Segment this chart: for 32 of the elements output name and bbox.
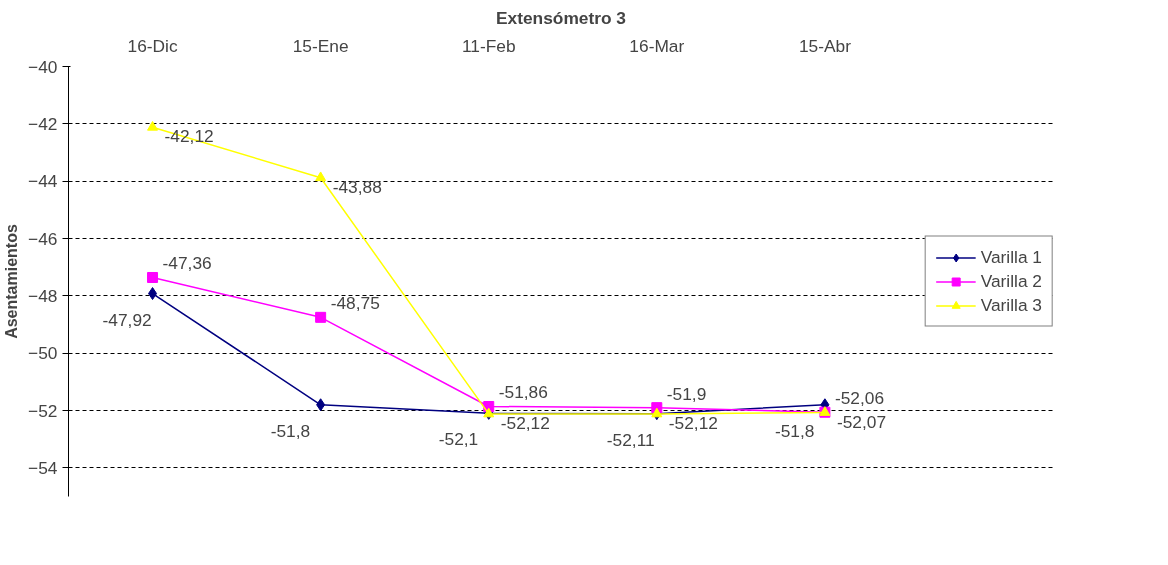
legend-label: Varilla 3 (980, 294, 1042, 316)
data-label: -51,8 (774, 420, 815, 441)
data-label: -52,11 (606, 429, 655, 450)
data-label: -52,12 (668, 412, 718, 433)
y-tick-label: −48 (28, 285, 58, 306)
x-tick-label: 16-Mar (629, 35, 685, 56)
data-label: -52,12 (500, 412, 550, 433)
x-tick-label: 16-Dic (127, 35, 178, 56)
data-label: -51,8 (270, 420, 311, 441)
y-tick-label: −42 (28, 113, 58, 134)
y-tick-label: −44 (28, 171, 58, 192)
data-label: -48,75 (330, 293, 380, 314)
data-label: -52,1 (438, 429, 479, 450)
data-label: -52,06 (834, 388, 885, 409)
data-label: -52,07 (836, 411, 887, 432)
y-tick-label: −54 (28, 457, 58, 478)
y-tick-label: −40 (28, 56, 58, 77)
legend-label: Varilla 1 (980, 246, 1042, 268)
x-tick-label: 11-Feb (461, 35, 516, 56)
y-tick-label: −52 (28, 400, 58, 421)
legend-label: Varilla 2 (980, 270, 1042, 292)
y-tick-label: −50 (28, 343, 58, 364)
data-label: -47,36 (162, 253, 212, 274)
data-label: -51,86 (498, 382, 548, 403)
data-label: -51,9 (666, 383, 707, 404)
data-label: -43,88 (332, 176, 382, 197)
chart-title: Extensómetro 3 (496, 7, 627, 28)
y-tick-label: −46 (28, 228, 58, 249)
data-label: -47,92 (102, 309, 152, 330)
x-tick-label: 15-Abr (798, 35, 852, 56)
y-axis-title: Asentamientos (3, 224, 21, 339)
x-tick-label: 15-Ene (292, 35, 349, 56)
